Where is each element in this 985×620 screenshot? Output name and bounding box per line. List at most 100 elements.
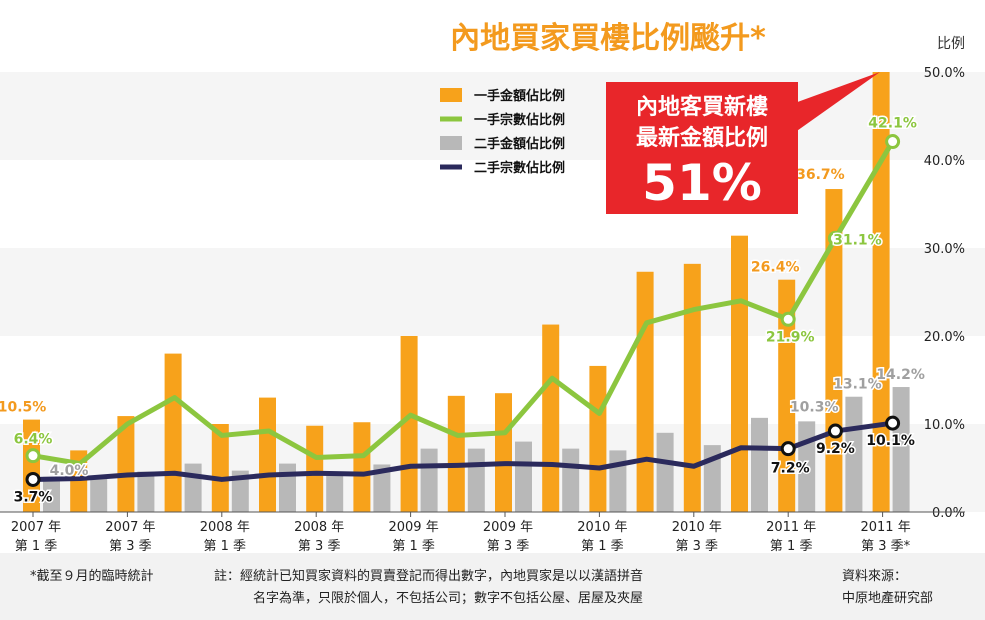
bar-secondary-amount-13 [656, 432, 674, 512]
data-labels: 10.5% 26.4% 36.7% 6.4% 21.9% 31.1% 42.1% 4.0% 10… [0, 114, 926, 507]
data-label-2-16: 10.3% [790, 399, 839, 415]
data-label-1-0: 6.4% [14, 432, 53, 448]
bar-primary-amount-11 [542, 324, 560, 512]
lines [25, 134, 901, 487]
bar-secondary-amount-8 [420, 448, 438, 512]
callout-value: 51% [642, 154, 762, 212]
callout-box [606, 82, 798, 214]
bar-primary-amount-1 [70, 450, 88, 512]
bar-primary-amount-2 [117, 416, 135, 512]
bar-secondary-amount-12 [609, 450, 627, 512]
bar-primary-amount-14 [683, 263, 701, 512]
line-primary-count [32, 140, 895, 467]
footer-note-left: *截至９月的臨時統計 [30, 569, 154, 584]
bar-secondary-amount-10 [515, 441, 532, 512]
chart: 10.5% 26.4% 36.7% 6.4% 21.9% 31.1% 42.1% 4.0% 10… [0, 21, 985, 553]
bar-primary-amount-13 [636, 271, 654, 512]
data-label-3-0: 3.7% [14, 489, 53, 505]
legend-swatch-2 [440, 136, 462, 150]
bar-secondary-amount-7 [373, 464, 391, 512]
footer-source-label: 資料來源： [842, 569, 908, 584]
bar-secondary-amount-15 [751, 417, 768, 512]
bar-secondary-amount-9 [467, 448, 485, 512]
legend-label-3: 二手宗數佔比例 [474, 160, 565, 176]
bar-primary-amount-3 [164, 353, 182, 512]
marker-secondary-count-0 [25, 471, 41, 487]
data-label-1-18: 42.1% [868, 116, 917, 132]
marker-secondary-count-17 [827, 423, 843, 439]
y-tick-0: 0.0% [932, 506, 965, 521]
line-secondary-count [32, 420, 893, 482]
x-axis: 2007 年第 1 季 2007 年第 3 季 2008 年第 1 季 2008 年第… [0, 511, 965, 553]
footer-band [0, 553, 985, 620]
bar-secondary-amount-4 [231, 470, 249, 512]
x-tick-label-4-line2: 第 1 季 [204, 539, 247, 553]
data-label-2-17: 13.1% [833, 377, 882, 393]
bar-primary-amount-7 [353, 422, 371, 512]
chart-title: 內地買家買樓比例颷升* [450, 21, 766, 56]
marker-primary-count-18 [885, 134, 901, 150]
band-0 [0, 72, 985, 160]
y-tick-3: 30.0% [924, 242, 965, 257]
x-tick-label-0-line2: 第 1 季 [15, 539, 58, 553]
x-tick-label-4-line1: 2008 年 [200, 520, 250, 535]
x-tick-label-12-line2: 第 1 季 [581, 539, 624, 553]
bar-secondary-amount-6 [326, 471, 344, 512]
x-tick-label-10-line2: 第 3 季 [487, 539, 530, 553]
bar-primary-amount-12 [589, 365, 607, 512]
bar-secondary-amount-5 [279, 463, 296, 512]
bar-primary-amount-6 [306, 425, 324, 512]
x-tick-label-16-line1: 2011 年 [766, 520, 816, 535]
data-label-2-0: 4.0% [50, 463, 89, 479]
x-tick-label-6-line1: 2008 年 [294, 520, 344, 535]
x-tick-label-2-line2: 第 3 季 [109, 539, 152, 553]
bar-primary-amount-10 [495, 393, 512, 512]
legend-label-1: 一手宗數佔比例 [474, 112, 565, 128]
x-tick-label-6-line2: 第 3 季 [298, 539, 341, 553]
data-label-3-18: 10.1% [866, 433, 915, 449]
x-tick-label-14-line1: 2010 年 [672, 520, 722, 535]
bar-secondary-amount-3 [184, 463, 202, 512]
legend-label-2: 二手金額佔比例 [474, 136, 565, 152]
legend-label-0: 一手金額佔比例 [474, 88, 565, 104]
marker-secondary-count-16 [780, 441, 796, 457]
x-tick-label-10-line1: 2009 年 [483, 520, 533, 535]
bar-secondary-amount-0 [43, 476, 60, 512]
data-label-2-18: 14.2% [876, 367, 925, 383]
x-tick-label-2-line1: 2007 年 [105, 520, 155, 535]
callout: 內地客買新樓 最新金額比例 51% [606, 72, 880, 214]
x-tick-label-12-line1: 2010 年 [577, 520, 627, 535]
marker-primary-count-0 [25, 448, 41, 464]
bar-secondary-amount-11 [562, 448, 580, 512]
data-label-0-17: 36.7% [796, 167, 845, 183]
marker-secondary-count-18 [885, 415, 901, 431]
bar-primary-amount-18 [872, 72, 890, 512]
bar-primary-amount-9 [447, 395, 465, 512]
x-tick-label-18-line1: 2011 年 [860, 520, 910, 535]
x-tick-label-8-line1: 2009 年 [388, 520, 438, 535]
x-tick-label-14-line2: 第 3 季 [676, 539, 719, 553]
data-label-0-0: 10.5% [0, 400, 46, 416]
marker-primary-count-16 [780, 311, 796, 327]
bar-primary-amount-5 [259, 397, 276, 512]
x-tick-label-8-line2: 第 1 季 [392, 539, 435, 553]
x-tick-label-18-line2: 第 3 季* [861, 539, 911, 553]
bar-primary-amount-15 [731, 235, 748, 512]
data-label-1-17: 31.1% [833, 232, 882, 248]
y-tick-1: 10.0% [924, 418, 965, 433]
bar-secondary-amount-1 [90, 475, 108, 512]
callout-line1: 內地客買新樓 [636, 94, 768, 120]
y-axis-label: 比例 [937, 36, 965, 52]
y-tick-2: 20.0% [924, 330, 965, 345]
data-label-0-16: 26.4% [751, 260, 800, 276]
footer-note-main-1: 註：經統計已知買家資料的買賣登記而得出數字，內地買家是以以漢語拼音 [214, 569, 644, 584]
bar-secondary-amount-18 [892, 387, 910, 512]
data-label-1-16: 21.9% [766, 329, 815, 345]
y-tick-5: 50.0% [924, 66, 965, 81]
data-label-3-16: 7.2% [771, 461, 810, 477]
footer-note-main-2: 名字為準，只限於個人，不包括公司；數字不包括公屋、居屋及夾屋 [253, 591, 644, 606]
marker-primary-count-17 [827, 230, 843, 246]
y-tick-4: 40.0% [924, 154, 965, 169]
legend-swatch-0 [440, 88, 462, 102]
